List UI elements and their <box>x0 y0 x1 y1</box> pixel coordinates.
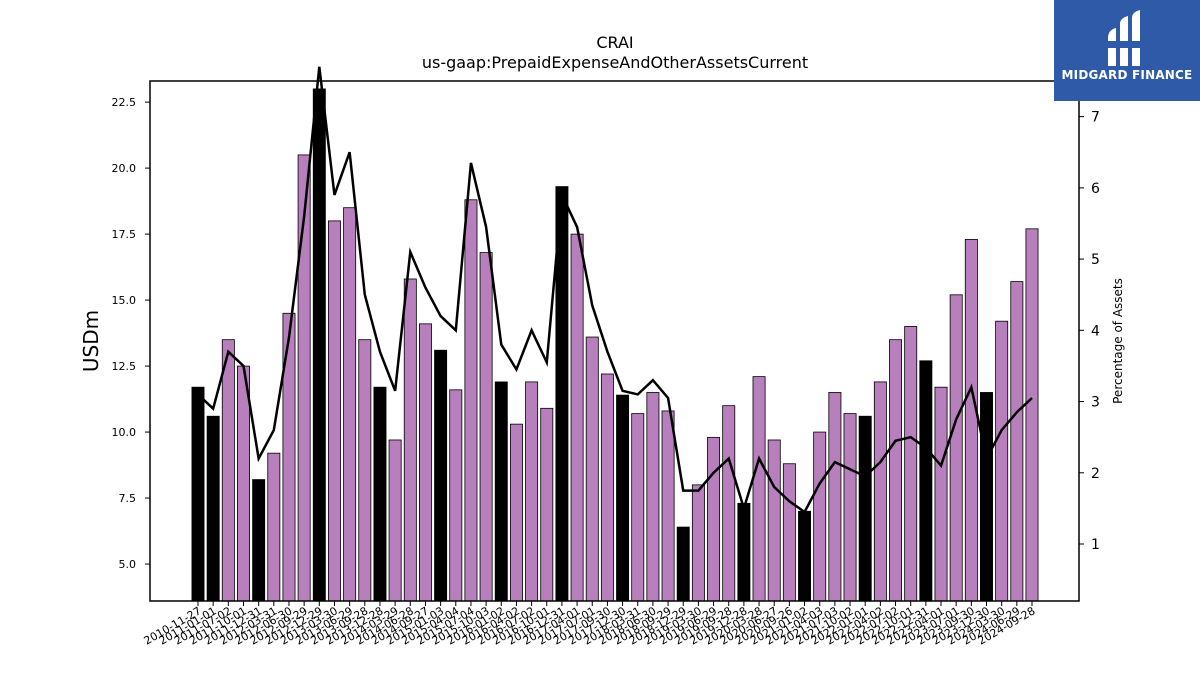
bar <box>964 238 978 602</box>
y-axis-label: USDm <box>79 310 103 372</box>
bar <box>494 381 508 602</box>
bar <box>949 294 963 602</box>
bar <box>828 392 842 602</box>
chart-title: CRAI <box>596 33 633 52</box>
y-tick-label: 10.0 <box>112 426 137 439</box>
y2-tick-label: 3 <box>1091 395 1100 411</box>
y-tick-label: 12.5 <box>112 360 137 373</box>
bar <box>237 365 250 602</box>
bar <box>525 381 539 602</box>
bar <box>1010 281 1024 602</box>
bar <box>707 436 721 602</box>
bar <box>646 392 660 602</box>
bar <box>252 479 266 602</box>
bar <box>434 349 448 602</box>
bar <box>343 207 357 602</box>
bar <box>889 339 902 602</box>
bar <box>919 360 933 602</box>
bar <box>798 510 812 602</box>
logo-text: MIDGARD FINANCE <box>1061 68 1193 82</box>
y2-tick-label: 4 <box>1091 323 1100 339</box>
y-tick-label: 5.0 <box>119 558 137 571</box>
bar <box>570 233 584 602</box>
bar <box>373 386 387 602</box>
bar <box>328 220 341 602</box>
bar <box>995 320 1009 602</box>
y2-axis-label: Percentage of Assets <box>1111 278 1125 404</box>
bar <box>403 278 417 602</box>
axes-layer: 5.07.510.012.515.017.520.022.51234567201… <box>112 80 1100 648</box>
bar <box>1025 228 1039 602</box>
bar <box>980 392 993 602</box>
bar <box>509 423 523 602</box>
bar <box>858 415 872 602</box>
bar <box>616 394 630 602</box>
bar <box>934 386 948 602</box>
plot-frame <box>149 80 1080 602</box>
bar <box>418 323 432 602</box>
y2-tick-label: 6 <box>1091 181 1100 197</box>
percentage-line <box>197 66 1033 514</box>
bar <box>767 439 781 602</box>
bar <box>221 339 235 602</box>
bar <box>312 88 326 602</box>
bars-layer <box>191 88 1039 602</box>
y-tick-label: 20.0 <box>112 162 137 175</box>
bar <box>206 415 220 602</box>
y-tick-label: 15.0 <box>112 294 137 307</box>
bar <box>722 405 736 602</box>
y2-tick-label: 7 <box>1091 110 1100 126</box>
bar <box>600 373 614 602</box>
bar <box>267 452 281 602</box>
bar <box>873 381 887 602</box>
y-tick-label: 17.5 <box>112 228 137 241</box>
bar <box>661 410 675 602</box>
brand-logo: MIDGARD FINANCE <box>1054 0 1200 101</box>
bar <box>737 502 751 602</box>
bar <box>691 484 705 602</box>
midgard-logo-icon <box>1104 10 1146 66</box>
bar <box>782 463 796 602</box>
y-tick-label: 22.5 <box>112 96 137 109</box>
bar <box>479 252 493 602</box>
bar <box>358 339 372 602</box>
bar <box>843 413 857 602</box>
y2-tick-label: 5 <box>1091 252 1100 268</box>
bar <box>813 431 827 602</box>
bar <box>631 413 645 602</box>
y-tick-label: 7.5 <box>119 492 137 505</box>
bar <box>388 439 402 602</box>
bar <box>464 199 478 602</box>
bar <box>752 376 766 602</box>
bar <box>904 326 918 602</box>
y2-tick-label: 2 <box>1091 466 1100 482</box>
bar <box>540 407 554 602</box>
bar <box>191 386 205 602</box>
bar <box>585 336 599 602</box>
bar <box>449 389 463 602</box>
y2-tick-label: 1 <box>1091 537 1100 553</box>
bar <box>676 526 690 602</box>
chart-subtitle: us-gaap:PrepaidExpenseAndOtherAssetsCurr… <box>422 53 808 72</box>
